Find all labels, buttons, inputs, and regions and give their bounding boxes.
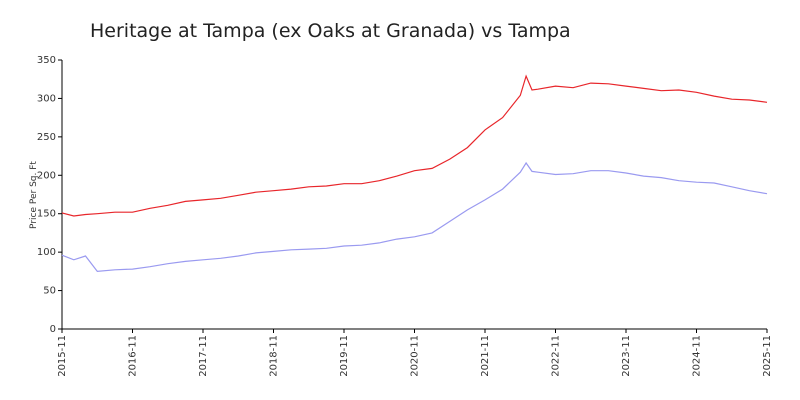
- y-tick-label: 0: [50, 324, 56, 335]
- x-tick-label: 2023-11: [621, 335, 632, 377]
- series-line: [61, 74, 768, 217]
- y-tick-label: 250: [37, 132, 56, 143]
- x-tick-label: 2020-11: [410, 335, 421, 377]
- x-tick-label: 2017-11: [198, 335, 209, 377]
- y-axis-label: Price Per Sq. Ft: [29, 161, 39, 229]
- y-tick-label: 50: [43, 286, 56, 297]
- y-tick-label: 100: [37, 247, 56, 258]
- y-tick-label: 200: [37, 170, 56, 181]
- x-tick-label: 2019-11: [339, 335, 350, 377]
- x-tick-label: 2021-11: [480, 335, 491, 377]
- x-tick-label: 2016-11: [128, 335, 139, 377]
- y-tick-label: 150: [37, 209, 56, 220]
- y-tick-label: 350: [37, 55, 56, 66]
- x-tick-label: 2022-11: [551, 335, 562, 377]
- x-tick-label: 2025-11: [762, 335, 773, 377]
- series-line: [61, 161, 768, 273]
- y-tick-label: 300: [37, 93, 56, 104]
- chart-title: Heritage at Tampa (ex Oaks at Granada) v…: [90, 20, 571, 42]
- x-tick-label: 2018-11: [269, 335, 280, 377]
- x-tick-label: 2015-11: [57, 335, 68, 377]
- x-tick-label: 2024-11: [692, 335, 703, 377]
